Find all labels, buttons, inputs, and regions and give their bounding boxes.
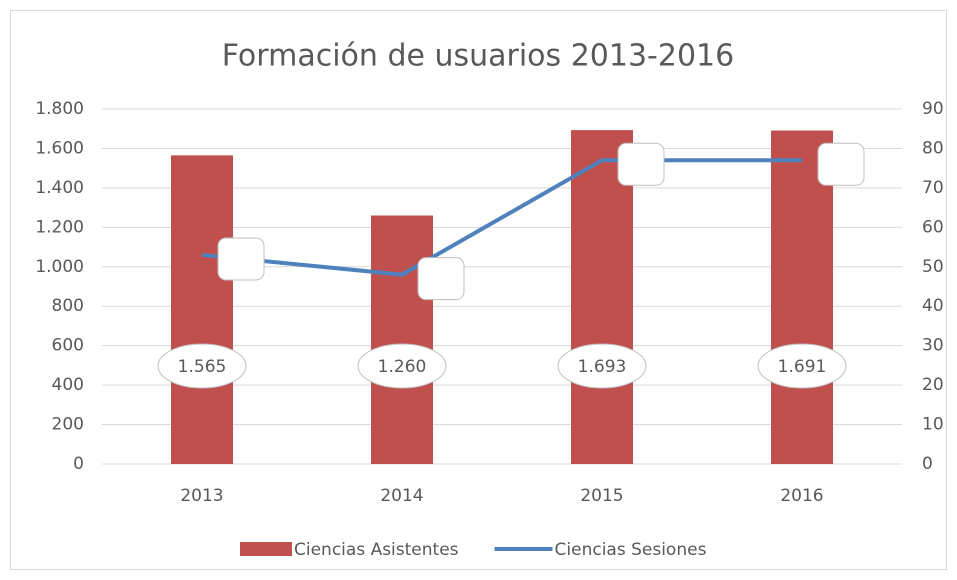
y-tick-label: 400 [52, 375, 84, 395]
data-label: 1.691 [778, 357, 827, 377]
y-tick-label: 1.600 [35, 138, 84, 158]
y-tick-label: 1.200 [35, 217, 84, 237]
legend-label: Ciencias Sesiones [555, 540, 707, 560]
y-tick-label: 1.800 [35, 99, 84, 119]
data-label: 1.260 [378, 357, 427, 377]
x-tick-label: 2015 [580, 486, 623, 506]
y-tick-label: 600 [52, 336, 84, 356]
y2-tick-label: 50 [922, 257, 944, 277]
y2-tick-label: 70 [922, 178, 944, 198]
label-bubble [557, 343, 647, 389]
bar [371, 215, 433, 464]
label-box [217, 237, 265, 281]
y2-tick-label: 40 [922, 296, 944, 316]
y2-tick-label: 0 [922, 454, 933, 474]
bar [171, 155, 233, 464]
label-bubble [357, 343, 447, 389]
bar [771, 130, 833, 464]
bar [571, 130, 633, 464]
y2-tick-label: 20 [922, 375, 944, 395]
y-tick-label: 800 [52, 296, 84, 316]
label-bubble [757, 343, 847, 389]
label-bubble [157, 343, 247, 389]
y-tick-label: 200 [52, 415, 84, 435]
x-tick-label: 2016 [780, 486, 823, 506]
y2-tick-label: 90 [922, 99, 944, 119]
label-box [617, 142, 665, 186]
data-label: 1.565 [178, 357, 227, 377]
x-tick-label: 2013 [180, 486, 223, 506]
legend-swatch [240, 542, 292, 556]
y2-tick-label: 80 [922, 138, 944, 158]
y-tick-label: 1.400 [35, 178, 84, 198]
label-box [817, 142, 865, 186]
legend-label: Ciencias Asistentes [294, 540, 459, 560]
data-label: 1.693 [578, 357, 627, 377]
x-tick-label: 2014 [380, 486, 423, 506]
y2-tick-label: 60 [922, 217, 944, 237]
y2-tick-label: 30 [922, 336, 944, 356]
y-tick-label: 1.000 [35, 257, 84, 277]
chart-title: Formación de usuarios 2013-2016 [222, 39, 734, 74]
label-box [417, 257, 465, 301]
y-tick-label: 0 [73, 454, 84, 474]
line [201, 158, 802, 277]
y2-tick-label: 10 [922, 415, 944, 435]
